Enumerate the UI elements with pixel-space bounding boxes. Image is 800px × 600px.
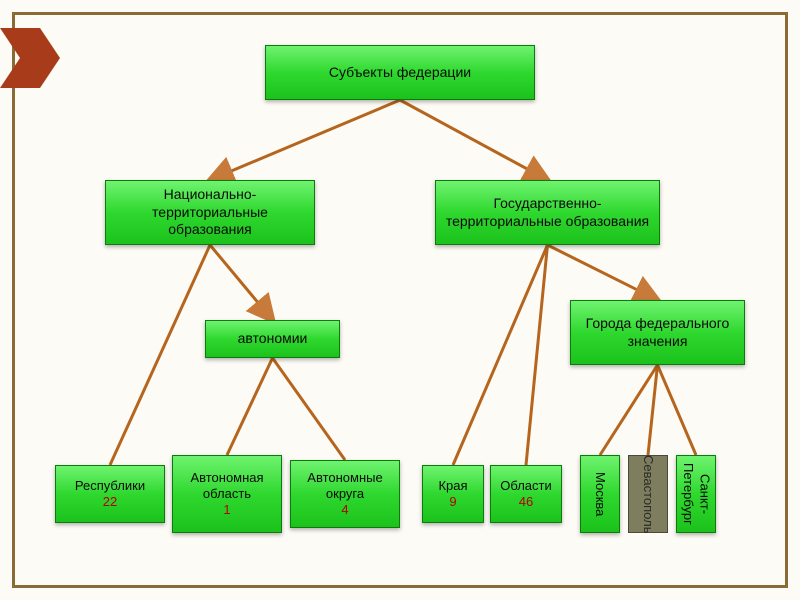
node-autonomous-okrugs-label: Автономные округа bbox=[307, 470, 382, 501]
node-autonomous-oblast-count: 1 bbox=[177, 502, 277, 518]
node-autonomous-okrugs: Автономные округа4 bbox=[290, 460, 400, 528]
node-autonomous-oblast-label: Автономная область bbox=[190, 470, 263, 501]
node-moscow: Москва bbox=[580, 455, 620, 533]
corner-accent-icon bbox=[0, 28, 60, 88]
node-kraya: Края9 bbox=[422, 465, 484, 523]
node-root: Субъекты федерации bbox=[265, 45, 535, 100]
node-republics-count: 22 bbox=[75, 494, 145, 510]
node-state-territorial: Государственно-территориальные образован… bbox=[435, 180, 660, 245]
node-oblasti: Области46 bbox=[490, 465, 562, 523]
node-oblasti-count: 46 bbox=[500, 494, 552, 510]
node-oblasti-label: Области bbox=[500, 478, 552, 493]
node-national-territorial: Национально-территориальные образования bbox=[105, 180, 315, 245]
node-autonomies: автономии bbox=[205, 320, 340, 358]
node-spb: Санкт-Петербург bbox=[676, 455, 716, 533]
node-federal-cities: Города федерального значения bbox=[570, 300, 745, 365]
node-republics-label: Республики bbox=[75, 478, 145, 493]
node-sevastopol: Севастополь bbox=[628, 455, 668, 533]
node-republics: Республики22 bbox=[55, 465, 165, 523]
node-autonomous-okrugs-count: 4 bbox=[295, 502, 395, 518]
node-kraya-label: Края bbox=[438, 478, 467, 493]
node-kraya-count: 9 bbox=[438, 494, 467, 510]
node-autonomous-oblast: Автономная область1 bbox=[172, 455, 282, 533]
